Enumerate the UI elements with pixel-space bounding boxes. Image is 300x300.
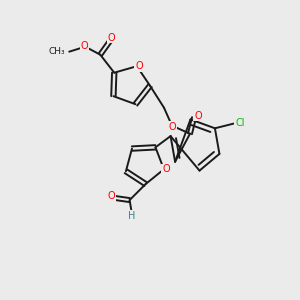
Text: CH₃: CH₃ (49, 47, 65, 56)
Text: O: O (194, 111, 202, 121)
Text: O: O (80, 41, 88, 51)
Text: O: O (108, 191, 116, 201)
Text: O: O (135, 61, 143, 71)
Text: H: H (128, 211, 135, 221)
Text: O: O (168, 122, 176, 132)
Text: O: O (162, 164, 170, 174)
Text: O: O (107, 33, 115, 43)
Text: Cl: Cl (235, 118, 245, 128)
